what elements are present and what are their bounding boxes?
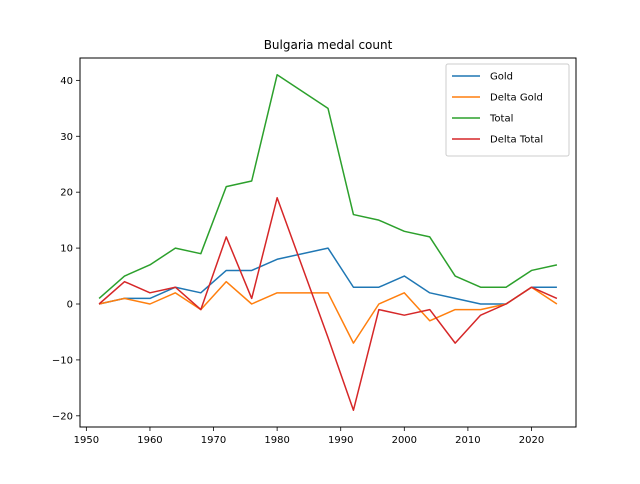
x-tick-label: 2000 [392, 435, 417, 446]
x-tick-label: 1980 [264, 435, 289, 446]
x-tick-label: 2010 [455, 435, 480, 446]
y-tick-label: 40 [60, 76, 73, 87]
y-tick-label: −20 [52, 411, 73, 422]
x-tick-label: 1990 [328, 435, 353, 446]
y-tick-label: 0 [67, 300, 73, 311]
y-tick-label: 20 [60, 188, 73, 199]
y-tick-label: 10 [60, 244, 73, 255]
y-tick-label: −10 [52, 355, 73, 366]
legend-label-gold: Gold [490, 72, 513, 83]
x-tick-label: 1960 [137, 435, 162, 446]
legend-label-total: Total [489, 114, 513, 125]
legend: Gold Delta Gold Total Delta Total [446, 64, 569, 156]
x-tick-label: 2020 [519, 435, 544, 446]
x-tick-label: 1950 [74, 435, 99, 446]
legend-label-delta-gold: Delta Gold [490, 93, 543, 104]
chart-title: Bulgaria medal count [264, 38, 393, 52]
legend-label-delta-total: Delta Total [490, 135, 543, 146]
x-tick-label: 1970 [201, 435, 226, 446]
y-tick-label: 30 [60, 132, 73, 143]
